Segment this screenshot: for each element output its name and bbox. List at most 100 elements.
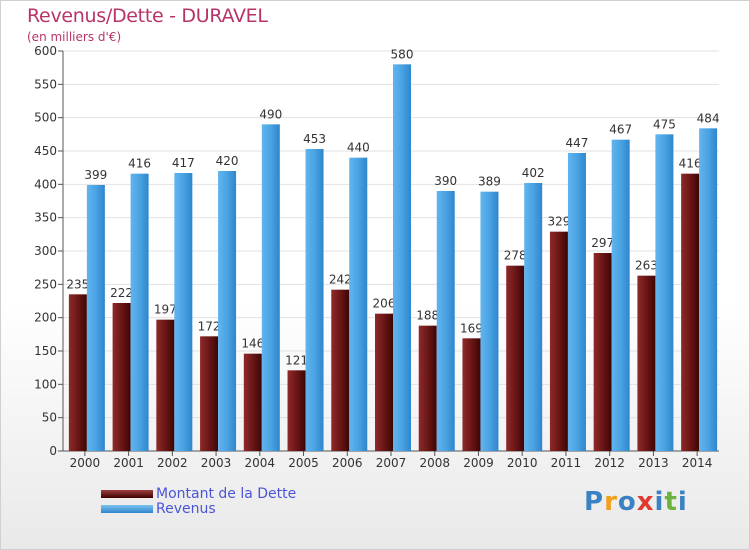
data-label-debt: 172 xyxy=(198,319,221,333)
chart-subtitle: (en milliers d'€) xyxy=(27,30,122,44)
data-label-revenue: 580 xyxy=(391,47,414,61)
x-tick-label: 2002 xyxy=(157,456,188,470)
data-label-debt: 329 xyxy=(547,215,570,229)
bar-revenue xyxy=(218,171,237,451)
x-tick-label: 2003 xyxy=(201,456,232,470)
data-label-revenue: 447 xyxy=(565,136,588,150)
bar-debt xyxy=(418,325,437,451)
data-label-revenue: 416 xyxy=(128,157,151,171)
logo-letter: t xyxy=(664,487,678,517)
y-tick-label: 600 xyxy=(34,44,57,58)
legend-label-debt: Montant de la Dette xyxy=(156,486,297,502)
data-label-revenue: 475 xyxy=(653,117,676,131)
y-tick-label: 50 xyxy=(42,411,57,425)
x-tick-label: 2001 xyxy=(113,456,144,470)
data-label-revenue: 440 xyxy=(347,141,370,155)
data-label-revenue: 490 xyxy=(259,107,282,121)
y-tick-label: 200 xyxy=(34,311,57,325)
y-tick-label: 350 xyxy=(34,211,57,225)
x-tick-label: 2010 xyxy=(507,456,538,470)
y-tick-label: 250 xyxy=(34,277,57,291)
proxiti-logo: Proxiti xyxy=(584,487,688,517)
data-label-debt: 222 xyxy=(110,286,133,300)
data-label-debt: 263 xyxy=(635,259,658,273)
y-tick-label: 100 xyxy=(34,377,57,391)
x-tick-label: 2014 xyxy=(682,456,713,470)
data-label-revenue: 467 xyxy=(609,123,632,137)
bar-revenue xyxy=(567,153,586,451)
bar-debt xyxy=(462,338,481,451)
logo-letter: P xyxy=(584,487,605,517)
bar-revenue xyxy=(480,191,499,451)
chart-title: Revenus/Dette - DURAVEL xyxy=(27,5,268,27)
bar-debt xyxy=(112,303,131,451)
x-tick-label: 2005 xyxy=(288,456,319,470)
bar-debt xyxy=(331,289,350,451)
data-label-debt: 121 xyxy=(285,353,308,367)
bar-debt xyxy=(243,353,262,451)
bar-debt xyxy=(593,253,612,451)
bar-debt xyxy=(681,173,700,451)
bar-revenue xyxy=(305,149,324,451)
x-tick-label: 2012 xyxy=(594,456,625,470)
bar-debt xyxy=(549,231,568,451)
bar-revenue xyxy=(524,183,543,451)
bar-debt xyxy=(506,265,525,451)
data-label-debt: 242 xyxy=(329,273,352,287)
data-label-debt: 297 xyxy=(591,236,614,250)
bar-revenue xyxy=(174,173,193,451)
data-label-debt: 169 xyxy=(460,321,483,335)
bar-debt xyxy=(287,370,306,451)
logo-letter: r xyxy=(604,487,618,517)
y-tick-label: 0 xyxy=(49,444,57,458)
x-tick-label: 2011 xyxy=(551,456,582,470)
bar-debt xyxy=(68,294,87,451)
bar-revenue xyxy=(130,173,149,451)
bar-revenue xyxy=(655,134,674,452)
legend-swatch-revenue xyxy=(101,505,153,513)
x-tick-label: 2004 xyxy=(245,456,276,470)
logo-letter: x xyxy=(636,487,655,517)
data-label-revenue: 402 xyxy=(522,166,545,180)
bar-revenue xyxy=(393,64,411,452)
y-tick-label: 500 xyxy=(34,111,57,125)
legend-label-revenue: Revenus xyxy=(156,501,216,517)
data-label-debt: 278 xyxy=(504,249,527,263)
bar-debt xyxy=(375,313,393,451)
bar-debt xyxy=(156,319,175,451)
data-label-debt: 188 xyxy=(416,309,439,323)
legend-swatch-debt xyxy=(101,490,153,498)
data-label-revenue: 417 xyxy=(172,156,195,170)
x-tick-label: 2009 xyxy=(463,456,494,470)
bar-revenue xyxy=(611,139,630,451)
data-label-debt: 206 xyxy=(373,297,396,311)
logo-letter: i xyxy=(654,487,665,517)
data-label-debt: 235 xyxy=(66,277,89,291)
logo-letter: i xyxy=(677,487,688,517)
x-tick-label: 2000 xyxy=(70,456,101,470)
bar-revenue xyxy=(436,191,455,451)
data-label-revenue: 484 xyxy=(697,111,720,125)
y-tick-label: 150 xyxy=(34,344,57,358)
logo-letter: o xyxy=(617,487,637,517)
bar-debt xyxy=(637,275,656,451)
x-tick-label: 2008 xyxy=(419,456,450,470)
y-tick-label: 300 xyxy=(34,244,57,258)
x-tick-label: 2006 xyxy=(332,456,363,470)
data-label-revenue: 453 xyxy=(303,132,326,146)
data-label-revenue: 390 xyxy=(434,174,457,188)
data-label-revenue: 399 xyxy=(84,168,107,182)
bar-revenue xyxy=(349,157,368,451)
data-label-revenue: 389 xyxy=(478,175,501,189)
bar-revenue xyxy=(86,185,105,451)
bar-chart: 0 50 100 150 200 250 300 350 400 450 500 550 600 235 3… xyxy=(34,44,720,470)
data-label-debt: 197 xyxy=(154,303,177,317)
y-tick-label: 550 xyxy=(34,77,57,91)
y-tick-label: 450 xyxy=(34,144,57,158)
bar-debt xyxy=(200,336,219,451)
x-tick-label: 2007 xyxy=(376,456,407,470)
data-label-debt: 416 xyxy=(679,157,702,171)
bar-revenue xyxy=(261,124,280,451)
data-label-debt: 146 xyxy=(241,337,264,351)
